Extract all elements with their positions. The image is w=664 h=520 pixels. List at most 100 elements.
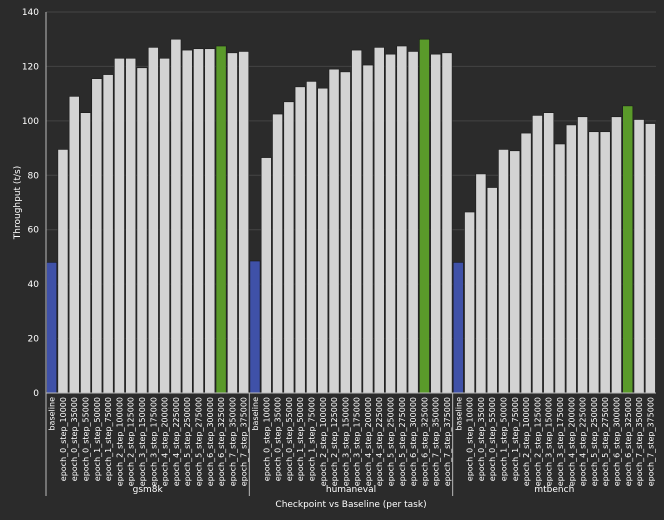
bar — [351, 49, 363, 394]
x-category-label: epoch_7_step_375000 — [443, 397, 452, 486]
bar — [554, 143, 566, 394]
bar — [633, 119, 645, 394]
bar — [114, 57, 125, 394]
bar — [520, 132, 532, 394]
x-category-label: epoch_5_step_275000 — [601, 397, 610, 486]
group-label: humaneval — [326, 485, 376, 495]
x-category-label: epoch_6_step_325000 — [624, 397, 633, 486]
x-category-label: epoch_5_step_250000 — [590, 397, 599, 486]
x-category-label: epoch_3_step_175000 — [353, 397, 362, 486]
x-category-label: epoch_7_step_375000 — [646, 397, 655, 486]
bar — [306, 81, 317, 394]
x-category-label: epoch_1_step_75000 — [307, 397, 316, 481]
y-tick-label: 20 — [28, 335, 40, 345]
bar — [498, 149, 509, 394]
x-category-label: epoch_5_step_275000 — [398, 397, 407, 486]
x-category-label: epoch_6_step_300000 — [409, 397, 418, 486]
x-category-label: epoch_2_step_100000 — [319, 397, 328, 486]
x-category-label: epoch_0_step_55000 — [488, 397, 497, 481]
bar — [328, 68, 340, 394]
x-category-label: epoch_7_step_350000 — [228, 397, 237, 486]
y-axis-label: Throughput (t/s) — [13, 166, 23, 240]
bar — [407, 51, 419, 394]
x-category-label: epoch_2_step_125000 — [127, 397, 136, 486]
bar — [102, 74, 114, 394]
y-tick-label: 60 — [28, 226, 40, 236]
x-category-label: epoch_7_step_350000 — [432, 397, 441, 486]
x-category-label: epoch_4_step_200000 — [567, 397, 576, 486]
bar — [396, 45, 408, 394]
x-category-label: epoch_1_step_50000 — [296, 397, 305, 481]
bar — [611, 116, 622, 394]
x-category-label: epoch_6_step_300000 — [206, 397, 215, 486]
group-labels: gsm8k humaneval mtbench — [133, 485, 575, 495]
x-category-label: epoch_3_step_150000 — [341, 397, 350, 486]
bar — [147, 47, 159, 394]
bar — [68, 96, 80, 394]
bar — [644, 123, 656, 394]
x-category-labels: baseline epoch_0_step_10000 epoch_0_step_3… — [48, 397, 656, 486]
bar — [509, 150, 521, 394]
x-category-label: epoch_1_step_75000 — [104, 397, 113, 481]
x-category-label: epoch_5_step_250000 — [387, 397, 396, 486]
bar — [373, 47, 385, 394]
bar — [543, 112, 555, 394]
x-category-label: epoch_4_step_225000 — [172, 397, 181, 486]
x-category-label: epoch_1_step_50000 — [93, 397, 102, 481]
x-category-label: baseline — [48, 397, 57, 431]
bar — [385, 53, 396, 394]
x-category-label: epoch_3_step_150000 — [545, 397, 554, 486]
bar — [249, 260, 261, 394]
bar — [272, 113, 283, 394]
x-category-label: epoch_2_step_125000 — [330, 397, 339, 486]
bar — [419, 38, 430, 394]
x-category-label: epoch_0_step_35000 — [274, 397, 283, 481]
bar — [193, 48, 204, 394]
bar — [588, 131, 600, 394]
bar — [441, 52, 453, 394]
x-category-label: epoch_0_step_55000 — [285, 397, 294, 481]
bars — [46, 38, 656, 394]
x-category-label: epoch_1_step_75000 — [511, 397, 520, 481]
bar — [317, 87, 329, 394]
x-category-label: epoch_5_step_275000 — [195, 397, 204, 486]
bar — [238, 51, 250, 394]
bar — [599, 131, 611, 394]
bar — [227, 52, 238, 394]
y-tick-label: 40 — [28, 280, 40, 290]
x-category-label: epoch_2_step_100000 — [522, 397, 531, 486]
x-category-label: epoch_5_step_250000 — [183, 397, 192, 486]
x-category-label: epoch_0_step_10000 — [59, 397, 68, 481]
bar — [339, 71, 351, 394]
axes — [45, 12, 656, 496]
y-tick-label: 140 — [22, 8, 39, 18]
bar — [283, 101, 295, 394]
group-label: gsm8k — [133, 485, 164, 495]
x-category-label: baseline — [454, 397, 463, 431]
bar — [91, 78, 103, 394]
bar — [125, 57, 137, 394]
group-label: mtbench — [534, 485, 574, 495]
bar — [181, 49, 193, 394]
bar — [204, 48, 216, 394]
bar — [159, 57, 170, 394]
y-tick-label: 100 — [22, 117, 39, 127]
x-category-label: epoch_4_step_200000 — [161, 397, 170, 486]
x-category-label: epoch_4_step_225000 — [579, 397, 588, 486]
x-category-label: epoch_1_step_50000 — [500, 397, 509, 481]
bar — [486, 187, 498, 394]
bar — [464, 211, 475, 394]
x-category-label: epoch_3_step_175000 — [149, 397, 158, 486]
x-category-label: epoch_0_step_35000 — [70, 397, 79, 481]
x-category-label: epoch_2_step_125000 — [533, 397, 542, 486]
bar — [294, 86, 306, 394]
bar — [57, 149, 69, 394]
y-tick-labels: 0 20 40 60 80 100 120 140 — [22, 8, 39, 399]
x-category-label: epoch_0_step_10000 — [262, 397, 271, 481]
bar — [260, 157, 272, 394]
x-category-label: epoch_3_step_150000 — [138, 397, 147, 486]
x-axis-label: Checkpoint vs Baseline (per task) — [275, 500, 426, 510]
y-tick-label: 0 — [33, 389, 39, 399]
x-category-label: epoch_0_step_55000 — [82, 397, 91, 481]
